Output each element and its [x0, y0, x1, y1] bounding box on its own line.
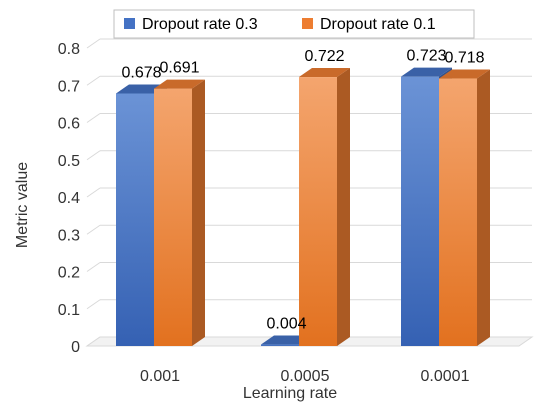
- y-tick-label: 0.3: [58, 227, 80, 244]
- bar-top: [299, 68, 350, 78]
- bar-2-1: [439, 69, 490, 347]
- x-tick-label: 0.0005: [281, 368, 330, 385]
- y-tick-label: 0.2: [58, 265, 80, 282]
- y-tick-label: 0.7: [58, 78, 80, 95]
- y-axis-title: Metric value: [14, 162, 31, 248]
- bar-0-1: [154, 79, 205, 346]
- bar-top: [154, 79, 205, 89]
- bar-top: [401, 67, 452, 77]
- y-tick-label: 0: [71, 339, 80, 356]
- data-label: 0.722: [304, 48, 344, 65]
- y-tick-label: 0.6: [58, 116, 80, 133]
- bars: [116, 67, 490, 347]
- x-tick-label: 0.001: [140, 368, 180, 385]
- data-label: 0.678: [121, 64, 161, 81]
- legend-box: [113, 9, 475, 39]
- x-tick-label: 0.0001: [421, 368, 470, 385]
- y-tick-label: 0.4: [58, 190, 80, 207]
- bar-side: [192, 79, 205, 346]
- legend-swatch-0: [124, 18, 135, 29]
- gridline-depth: [86, 150, 101, 161]
- data-label: 0.723: [406, 48, 446, 65]
- data-label: 0.691: [159, 60, 199, 77]
- gridline-depth: [86, 187, 101, 198]
- gridline-depth: [86, 75, 101, 86]
- bar-front: [299, 77, 337, 347]
- legend: Dropout rate 0.3 Dropout rate 0.1: [113, 9, 475, 39]
- gridline-depth: [86, 224, 101, 235]
- bar-1-1: [299, 68, 350, 347]
- gridline-depth: [86, 299, 101, 310]
- gridline-depth: [86, 262, 101, 272]
- bar-side: [477, 69, 490, 347]
- data-label: 0.004: [266, 316, 306, 333]
- bar-front: [401, 76, 439, 347]
- y-tick-label: 0.5: [58, 153, 80, 170]
- bar-top: [439, 69, 490, 79]
- bar-front: [261, 344, 299, 346]
- gridline-depth: [86, 113, 101, 123]
- bar-side: [337, 68, 350, 347]
- bar-front: [439, 78, 477, 347]
- y-tick-label: 0.8: [58, 41, 80, 58]
- y-axis-ticks: 0 0.1 0.2 0.3 0.4 0.5 0.6 0.7 0.8: [58, 41, 80, 356]
- bar-front: [154, 88, 192, 346]
- legend-swatch-1: [302, 18, 313, 29]
- legend-label-0: Dropout rate 0.3: [142, 16, 258, 33]
- gridline-depth: [86, 38, 101, 49]
- data-label: 0.718: [444, 50, 484, 67]
- bar-front: [116, 93, 154, 346]
- x-axis-title: Learning rate: [243, 385, 337, 402]
- legend-label-1: Dropout rate 0.1: [320, 16, 436, 33]
- y-tick-label: 0.1: [58, 302, 80, 319]
- x-axis-ticks: 0.001 0.0005 0.0001: [140, 368, 470, 385]
